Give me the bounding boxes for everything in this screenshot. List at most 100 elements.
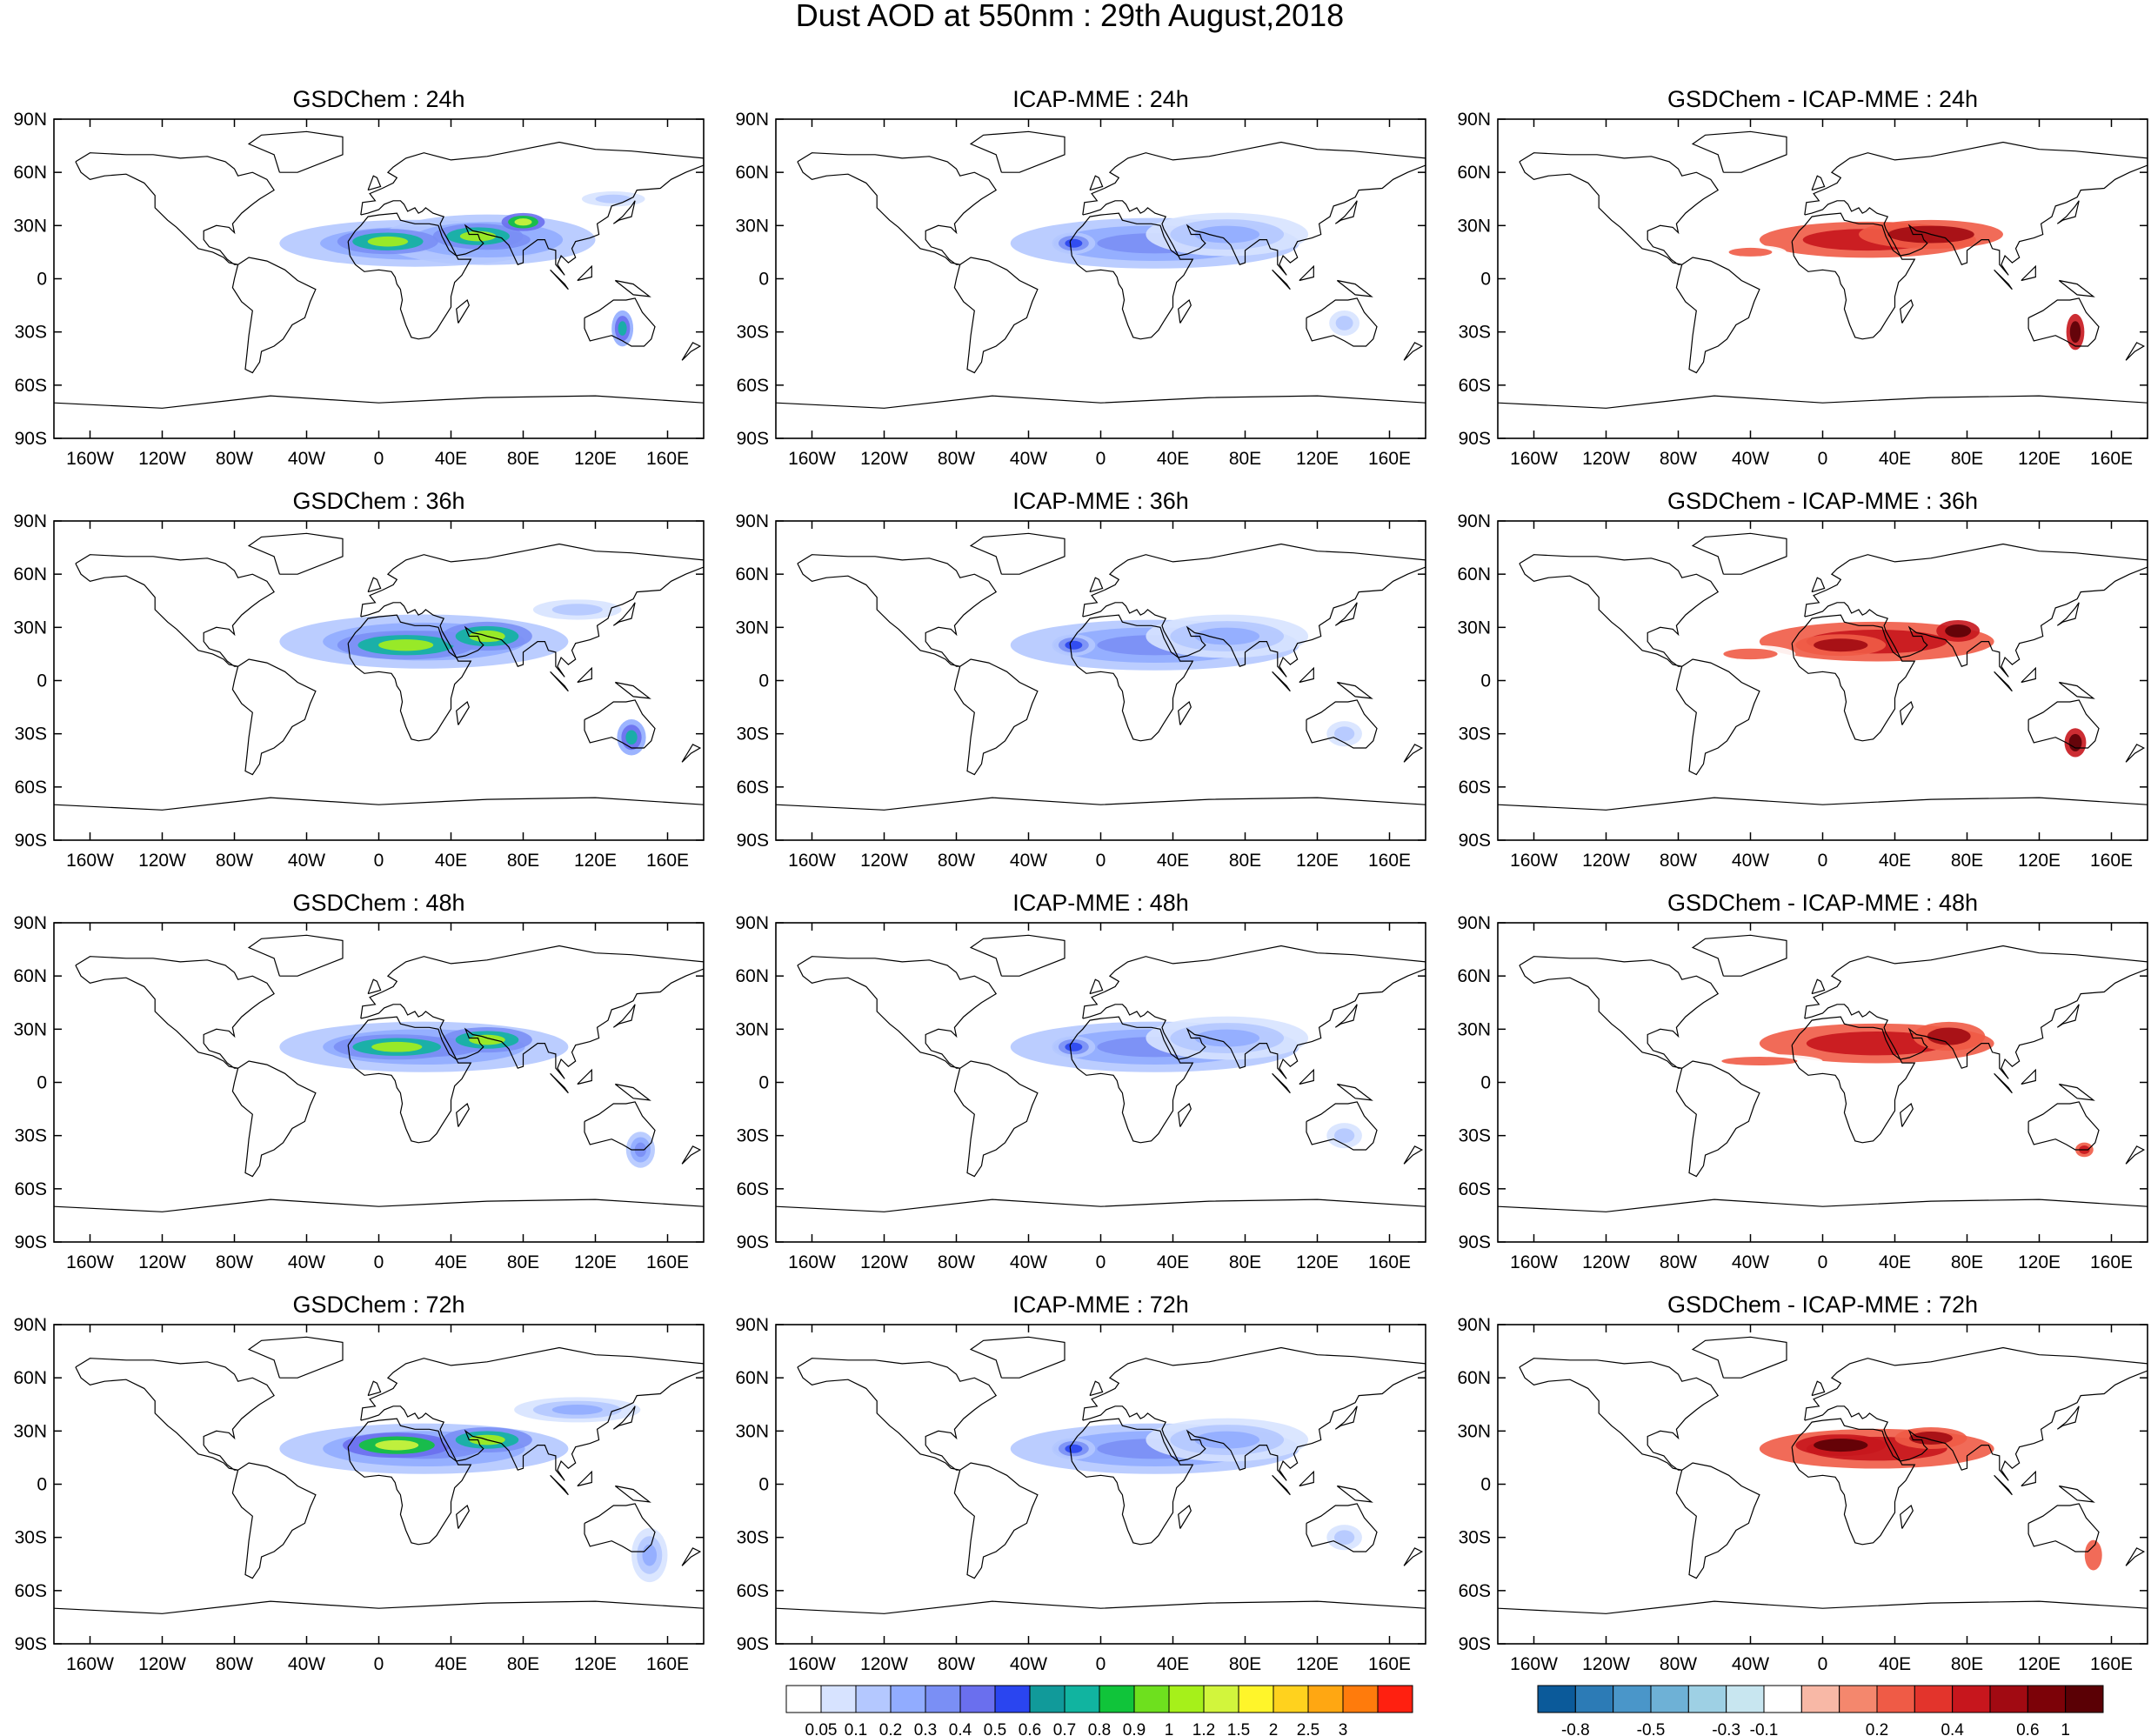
- coastline: [1178, 1102, 1192, 1127]
- lon-tick-label: 80E: [507, 1252, 539, 1272]
- lon-tick-label: 80E: [1951, 449, 1983, 469]
- dust-field-cell: [642, 1544, 658, 1566]
- lon-tick-label: 40W: [1732, 851, 1769, 871]
- colorbar-label: -0.5: [1637, 1721, 1666, 1736]
- dust-field-cell: [1334, 1128, 1355, 1143]
- coastline: [614, 279, 651, 297]
- coastline: [231, 1462, 317, 1579]
- dust-field-cell: [1909, 1432, 1953, 1445]
- dust-field-cell: [551, 604, 603, 616]
- colorbar-swatch: [1064, 1685, 1100, 1713]
- coastline: [2058, 279, 2095, 297]
- map-panel: GSDChem - ICAP-MME : 36h 90N 60N 30N 0 30S 60S…: [1457, 488, 2148, 871]
- colorbar-label: 1: [2061, 1721, 2070, 1736]
- field-layer: [54, 934, 704, 1212]
- coastline: [681, 342, 702, 361]
- lon-tick-label: 160W: [1510, 1654, 1558, 1674]
- lat-tick-label: 30N: [1457, 618, 1491, 638]
- coastline: [1069, 212, 1194, 340]
- coastline: [1804, 1346, 2148, 1481]
- coastline: [456, 1102, 470, 1127]
- coastline: [2027, 699, 2100, 749]
- lon-tick-label: 120W: [138, 449, 186, 469]
- lat-tick-label: 30S: [15, 724, 47, 744]
- coastline: [1089, 1380, 1104, 1397]
- lon-tick-label: 40W: [288, 449, 325, 469]
- map-frame: [1497, 922, 2148, 1243]
- lat-tick-label: 90N: [735, 110, 769, 130]
- lon-tick-label: 0: [1818, 1252, 1828, 1272]
- coastline: [2056, 1004, 2080, 1028]
- map-frame: [1497, 1324, 2148, 1645]
- lon-tick-label: 120E: [574, 449, 617, 469]
- lat-tick-label: 90N: [735, 1315, 769, 1335]
- lat-tick-label: 0: [37, 270, 47, 290]
- lon-tick-label: 120W: [1582, 1252, 1630, 1272]
- lat-tick-label: 90S: [1459, 831, 1491, 851]
- lat-tick-label: 30S: [1459, 1528, 1491, 1548]
- lat-tick-label: 60S: [1459, 1581, 1491, 1601]
- lon-tick-label: 40E: [435, 1252, 467, 1272]
- coastline: [2056, 200, 2080, 224]
- lon-tick-label: 40W: [1010, 449, 1047, 469]
- lat-tick-label: 30N: [1457, 1421, 1491, 1441]
- coastline: [953, 658, 1039, 776]
- coastline: [1299, 1068, 1314, 1085]
- coastline: [550, 1474, 569, 1496]
- lon-tick-label: 80E: [1229, 851, 1261, 871]
- dust-field-cell: [1335, 316, 1353, 331]
- coastline: [550, 1072, 569, 1094]
- coastline: [2125, 1145, 2146, 1165]
- coastline: [584, 1101, 656, 1151]
- lon-tick-label: 120W: [860, 449, 908, 469]
- colorbar-swatch: [959, 1685, 996, 1713]
- lon-tick-label: 120W: [860, 1654, 908, 1674]
- lat-tick-label: 60S: [737, 376, 769, 396]
- lat-tick-label: 90S: [15, 1634, 47, 1654]
- lon-tick-label: 0: [1096, 851, 1106, 871]
- colorbar-label: 0.1: [845, 1721, 867, 1736]
- lat-tick-label: 60N: [735, 966, 769, 986]
- lon-tick-label: 0: [1096, 449, 1106, 469]
- colorbar-label: 0.2: [879, 1721, 902, 1736]
- lat-tick-label: 0: [37, 1073, 47, 1093]
- coastline: [612, 1405, 636, 1430]
- lat-tick-label: 60N: [13, 966, 47, 986]
- lon-tick-label: 80E: [1229, 449, 1261, 469]
- lon-tick-label: 80W: [938, 449, 975, 469]
- lon-tick-label: 40E: [435, 851, 467, 871]
- lat-tick-label: 90N: [1457, 110, 1491, 130]
- lon-tick-label: 40E: [1157, 449, 1189, 469]
- lat-tick-label: 60N: [735, 1368, 769, 1388]
- coastline: [797, 1358, 998, 1471]
- coastline: [231, 658, 317, 776]
- coastline: [2021, 1068, 2036, 1085]
- lon-tick-label: 40W: [288, 1252, 325, 1272]
- colorbar-label: 0.4: [1941, 1721, 1964, 1736]
- lat-tick-label: 60S: [15, 376, 47, 396]
- coastline: [360, 945, 704, 1079]
- colorbar-swatch: [1613, 1685, 1652, 1713]
- dust-field-cell: [1806, 1031, 1947, 1056]
- map-frame: [775, 520, 1426, 841]
- colorbar-label: 0.5: [984, 1721, 1006, 1736]
- dust-field-cell: [1194, 627, 1260, 645]
- coastline: [2027, 1503, 2100, 1552]
- coastline: [1498, 395, 2148, 409]
- coastline: [456, 1504, 470, 1529]
- map-frame: [1497, 118, 2148, 439]
- lon-tick-label: 40W: [1010, 851, 1047, 871]
- colorbar-swatch: [1800, 1685, 1840, 1713]
- coastline: [1900, 298, 1914, 324]
- lat-tick-label: 30S: [1459, 1126, 1491, 1146]
- coastline: [584, 297, 656, 347]
- lat-tick-label: 60S: [737, 1179, 769, 1199]
- dust-field-cell: [375, 1439, 419, 1451]
- colorbar-swatch: [1876, 1685, 1915, 1713]
- dust-field-cell: [1728, 247, 1773, 257]
- lon-tick-label: 80E: [1229, 1654, 1261, 1674]
- coastline: [1403, 1145, 1424, 1165]
- lat-tick-label: 60S: [1459, 376, 1491, 396]
- dust-field-cell: [595, 194, 631, 204]
- coastline: [681, 744, 702, 763]
